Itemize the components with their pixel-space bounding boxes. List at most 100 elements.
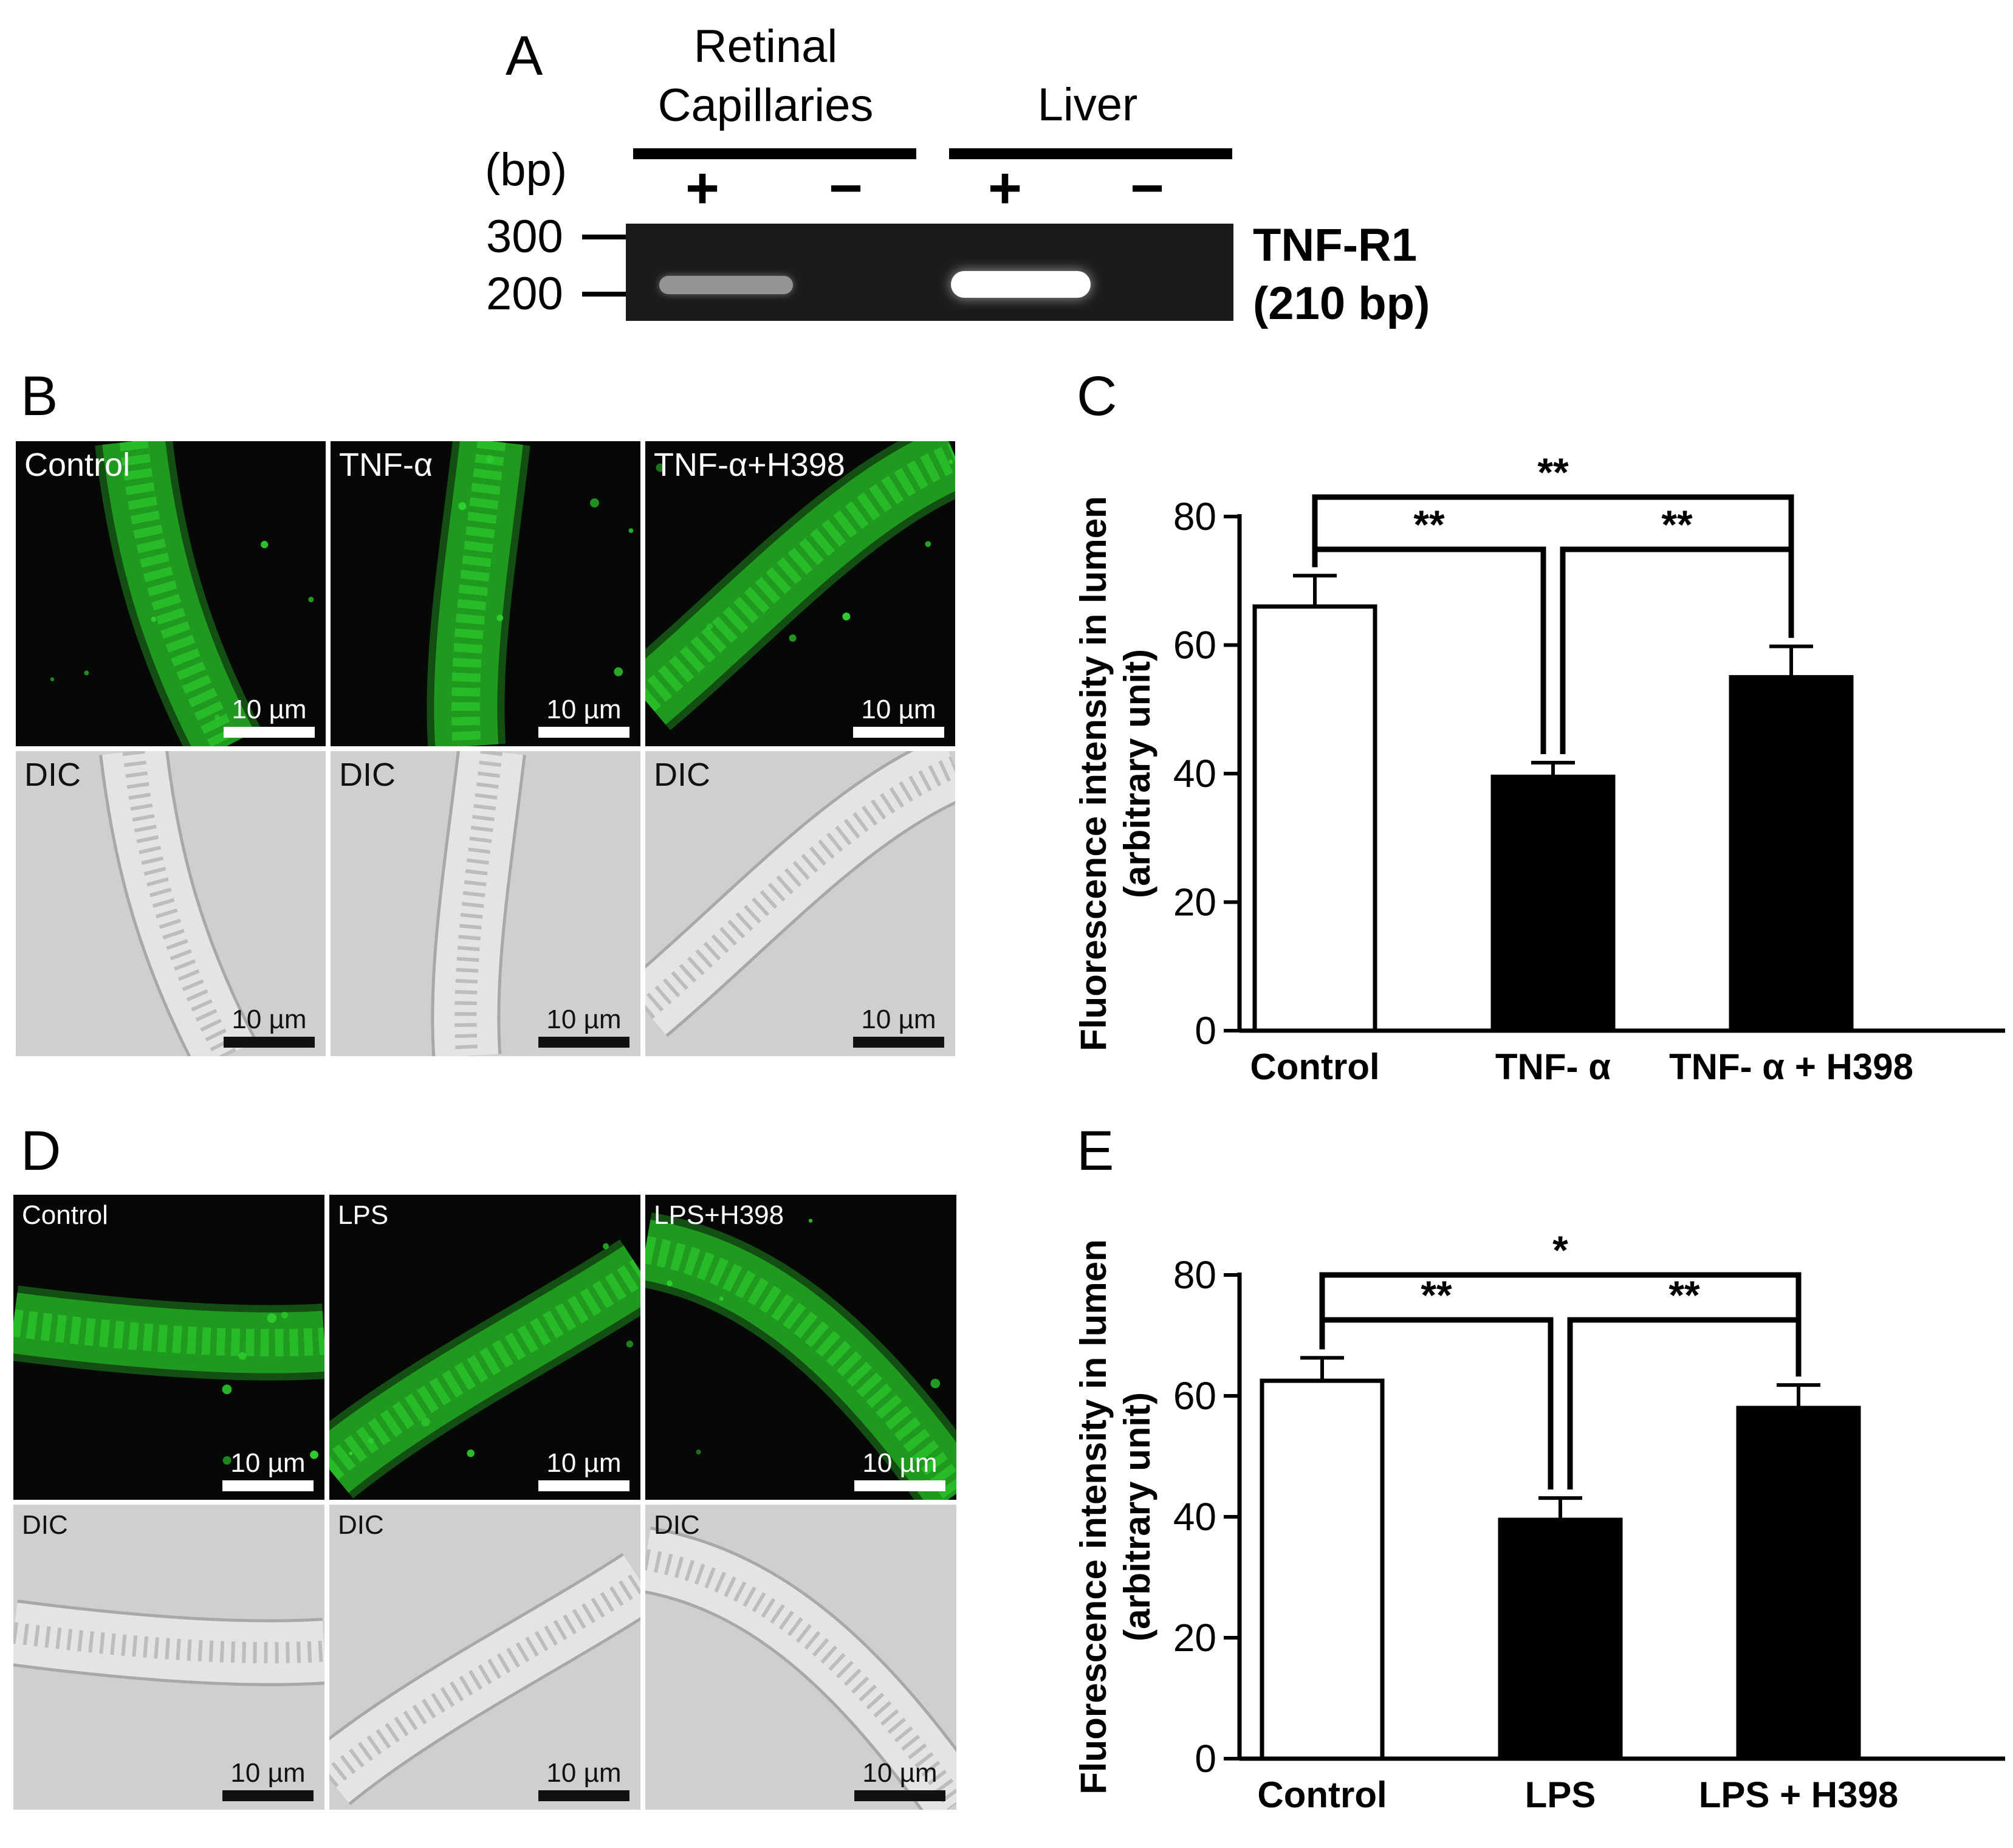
ladder-label-300: 300	[486, 211, 563, 263]
panel-letter-a: A	[506, 25, 543, 87]
y-tick-label: 40	[1173, 1495, 1216, 1539]
significance-label: *	[1552, 1228, 1568, 1273]
gel-group-bar-liver	[949, 148, 1232, 159]
gel-band-lane-1	[659, 276, 793, 294]
x-category-label: TNF- α + H398	[1669, 1046, 1913, 1087]
condition-label: Control	[24, 447, 131, 483]
scale-bar-line	[853, 727, 944, 738]
x-category-label: LPS + H398	[1699, 1774, 1899, 1815]
ladder-label-200: 200	[486, 268, 563, 320]
capillary-vessel	[329, 1239, 640, 1499]
bar	[1736, 1406, 1861, 1761]
y-tick-label: 0	[1195, 1009, 1216, 1053]
dic-image-d-2: DIC 10 µm	[329, 1505, 640, 1810]
y-axis-label-secondary: (arbitrary unit)	[1117, 1392, 1157, 1641]
y-tick-label: 60	[1173, 1374, 1216, 1418]
panel-letter-e: E	[1077, 1120, 1114, 1182]
ladder-tick-300	[582, 235, 629, 239]
scale-bar-line	[224, 727, 315, 738]
bar	[1490, 774, 1616, 1033]
dic-label: DIC	[339, 757, 396, 793]
fluorescence-image-b-2: TNF-α 10 µm	[331, 441, 640, 746]
gel-image	[626, 224, 1233, 321]
fluorescence-image-d-3: LPS+H398 10 µm	[645, 1195, 956, 1500]
scale-bar-label: 10 µm	[546, 695, 622, 724]
chart-e: Fluorescence intensity in lumen (arbitrar…	[1073, 1228, 2005, 1815]
significance-label: **	[1661, 502, 1693, 547]
bar	[1498, 1517, 1623, 1761]
scale-bar-line	[853, 1037, 944, 1048]
capillary-vessel	[645, 1527, 956, 1810]
significance-label: **	[1413, 502, 1445, 547]
lane-sign-liver-plus: +	[988, 156, 1023, 221]
x-category-label: TNF- α	[1495, 1046, 1611, 1087]
scale-bar: 10 µm	[853, 1006, 944, 1048]
y-tick-label: 40	[1173, 752, 1216, 795]
ladder-tick-200	[582, 292, 629, 297]
scale-bar: 10 µm	[538, 696, 629, 738]
scale-bar: 10 µm	[853, 696, 944, 738]
capillary-vessel	[431, 751, 526, 1056]
scale-bar: 10 µm	[538, 1760, 629, 1801]
dic-image-b-2: DIC 10 µm	[331, 751, 640, 1056]
scale-bar-label: 10 µm	[231, 1005, 307, 1034]
significance-bracket	[1312, 494, 1794, 638]
bp-label: (bp)	[485, 144, 568, 196]
scale-bar-label: 10 µm	[862, 1448, 938, 1478]
bar	[1729, 675, 1854, 1033]
dic-label: DIC	[654, 757, 710, 793]
condition-label: LPS	[338, 1200, 389, 1230]
gel-band-lane-3	[951, 271, 1091, 298]
x-category-label: Control	[1257, 1774, 1387, 1815]
scale-bar: 10 µm	[222, 1760, 314, 1801]
scale-bar: 10 µm	[224, 696, 315, 738]
scale-bar-line	[222, 1790, 314, 1801]
scale-bar: 10 µm	[222, 1450, 314, 1491]
scale-bar: 10 µm	[854, 1760, 945, 1801]
fluorescence-image-b-1: Control 10 µm	[16, 441, 326, 746]
scale-bar-label: 10 µm	[231, 695, 307, 724]
fluorescence-image-d-1: Control 10 µm	[13, 1195, 324, 1500]
dic-label: DIC	[22, 1510, 68, 1540]
capillary-vessel	[645, 441, 955, 730]
gel-group-bar-retinal	[633, 148, 916, 159]
capillary-vessel	[645, 751, 955, 1037]
scale-bar-line	[224, 1037, 315, 1048]
dic-label: DIC	[24, 757, 81, 793]
capillary-vessel	[645, 1212, 956, 1500]
fluorescence-image-d-2: LPS 10 µm	[329, 1195, 640, 1500]
significance-bracket	[1319, 1272, 1802, 1377]
panel-letter-d: D	[21, 1120, 61, 1182]
capillary-vessel	[50, 441, 314, 746]
capillary-vessel	[13, 1599, 324, 1686]
condition-label: TNF-α	[339, 447, 433, 483]
scale-bar-label: 10 µm	[230, 1758, 306, 1788]
scale-bar-line	[222, 1480, 314, 1491]
scale-bar-line	[538, 1480, 629, 1491]
significance-label: **	[1421, 1273, 1452, 1317]
chart-c: Fluorescence intensity in lumen (arbitrar…	[1073, 450, 2005, 1087]
bar	[1260, 1378, 1385, 1761]
scale-bar-line	[538, 1037, 629, 1048]
dic-label: DIC	[654, 1510, 700, 1540]
scale-bar-line	[854, 1790, 945, 1801]
gel-group-label-liver: Liver	[1037, 79, 1138, 131]
y-axis-label-secondary: (arbitrary unit)	[1117, 649, 1157, 898]
y-tick-label: 20	[1173, 881, 1216, 924]
significance-label: **	[1537, 450, 1569, 495]
gel-group-label-retinal: Retinal Capillaries	[657, 21, 874, 132]
scale-bar-line	[538, 1790, 629, 1801]
target-size-label: (210 bp)	[1253, 278, 1430, 329]
bar	[1252, 604, 1377, 1033]
scale-bar-label: 10 µm	[546, 1758, 622, 1788]
capillary-vessel	[99, 751, 258, 1056]
scale-bar-label: 10 µm	[861, 695, 936, 724]
lane-sign-liver-minus: −	[1130, 156, 1165, 221]
x-category-label: Control	[1250, 1046, 1379, 1087]
y-axis-label: Fluorescence intensity in lumen	[1073, 1239, 1114, 1795]
scale-bar-label: 10 µm	[861, 1005, 936, 1034]
dic-image-d-1: DIC 10 µm	[13, 1505, 324, 1810]
scale-bar-label: 10 µm	[862, 1758, 938, 1788]
capillary-vessel	[13, 1285, 324, 1465]
significance-label: **	[1668, 1273, 1700, 1317]
